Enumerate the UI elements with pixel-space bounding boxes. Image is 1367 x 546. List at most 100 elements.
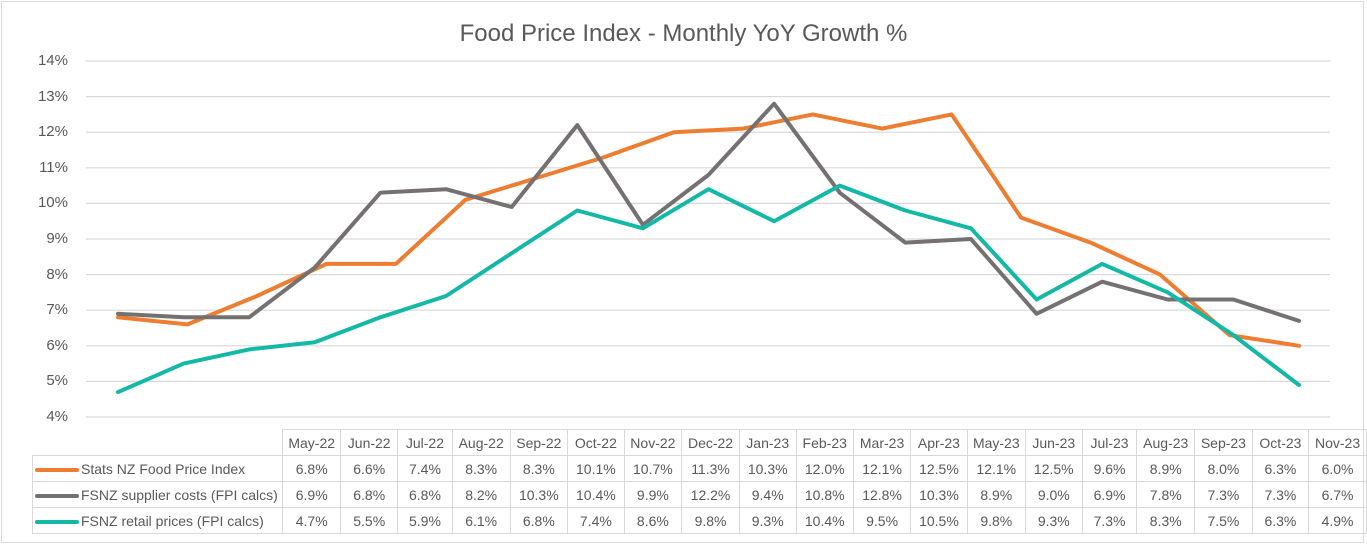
data-label: 7.5% <box>1194 507 1253 534</box>
y-tick-label: 8% <box>46 265 68 283</box>
legend-label: Stats NZ Food Price Index <box>81 460 246 477</box>
data-label: 7.8% <box>1136 481 1196 508</box>
series-line-1 <box>116 101 1301 323</box>
series-line-2 <box>116 183 1301 395</box>
data-label: 6.8% <box>340 481 399 508</box>
table-row: FSNZ supplier costs (FPI calcs) 6.9% 6.8% 6… <box>31 481 1367 508</box>
data-label: 10.8% <box>795 481 854 508</box>
x-category-label: Aug-22 <box>451 429 511 456</box>
x-category-label: May-23 <box>966 429 1026 456</box>
data-label: 8.2% <box>451 481 511 508</box>
data-label: 10.4% <box>567 481 625 508</box>
x-category-label: Jan-23 <box>738 429 797 456</box>
data-label: 8.0% <box>1194 455 1253 482</box>
legend-entry: Stats NZ Food Price Index <box>31 455 284 482</box>
data-label: 10.1% <box>567 455 625 482</box>
y-tick-label: 11% <box>39 158 68 176</box>
data-label: 12.5% <box>1024 455 1083 482</box>
series-line-0 <box>116 112 1301 348</box>
table-row: FSNZ retail prices (FPI calcs) 4.7% 5.5% 5.… <box>31 507 1367 534</box>
data-label: 8.3% <box>509 455 569 482</box>
x-category-label: Jun-23 <box>1024 429 1083 456</box>
data-label: 6.1% <box>451 507 511 534</box>
data-label: 5.5% <box>340 507 399 534</box>
data-label: 12.0% <box>795 455 854 482</box>
x-category-label: Feb-23 <box>795 429 854 456</box>
data-label: 4.9% <box>1308 507 1367 534</box>
data-label: 6.8% <box>509 507 569 534</box>
chart-title: Food Price Index - Monthly YoY Growth % <box>459 20 908 47</box>
data-label: 6.6% <box>340 455 399 482</box>
x-category-label: Nov-23 <box>1308 429 1367 456</box>
data-label: 7.3% <box>1251 481 1310 508</box>
data-label: 6.9% <box>282 481 342 508</box>
y-tick-label: 7% <box>46 301 68 319</box>
data-label: 12.8% <box>852 481 912 508</box>
legend-entry: FSNZ retail prices (FPI calcs) <box>31 507 284 534</box>
data-label: 6.3% <box>1251 455 1310 482</box>
data-label: 9.0% <box>1024 481 1083 508</box>
y-tick-label: 4% <box>46 408 68 425</box>
x-category-label: May-22 <box>282 429 342 456</box>
y-tick-label: 12% <box>37 123 68 141</box>
x-category-label: Apr-23 <box>910 429 968 456</box>
data-label: 8.9% <box>1136 455 1196 482</box>
x-category-label: Dec-22 <box>681 429 740 456</box>
data-label: 8.6% <box>623 507 683 534</box>
legend-label: FSNZ supplier costs (FPI calcs) <box>81 486 278 503</box>
x-category-label: Oct-22 <box>567 429 625 456</box>
data-label: 10.3% <box>509 481 569 508</box>
y-tick-label: 5% <box>46 372 68 390</box>
data-label: 6.8% <box>397 481 453 508</box>
data-label: 8.3% <box>451 455 511 482</box>
data-label: 12.1% <box>966 455 1026 482</box>
data-label: 10.5% <box>910 507 968 534</box>
y-tick-label: 9% <box>46 230 68 247</box>
table-row: Stats NZ Food Price Index 6.8% 6.6% 7.4% 8.3… <box>31 455 1367 482</box>
x-category-label: Oct-23 <box>1251 429 1310 456</box>
x-category-label: Jun-22 <box>340 429 399 456</box>
data-label: 6.0% <box>1308 455 1367 482</box>
data-label: 7.4% <box>567 507 625 534</box>
legend-entry: FSNZ supplier costs (FPI calcs) <box>31 481 284 508</box>
x-category-label: Sep-22 <box>509 429 569 456</box>
data-label: 9.3% <box>738 507 797 534</box>
data-label: 7.3% <box>1081 507 1138 534</box>
header-blank <box>32 429 283 456</box>
legend-key-icon <box>35 467 79 472</box>
y-tick-label: 6% <box>46 336 68 354</box>
data-label: 6.7% <box>1308 481 1367 508</box>
data-label: 9.8% <box>681 507 740 534</box>
legend-label: FSNZ retail prices (FPI calcs) <box>81 512 264 529</box>
data-label: 6.3% <box>1251 507 1310 534</box>
data-label: 8.9% <box>966 481 1026 508</box>
x-category-label: Sep-23 <box>1194 429 1253 456</box>
legend-key-icon <box>35 519 79 524</box>
x-category-label: Nov-22 <box>623 429 683 456</box>
x-category-label: Jul-23 <box>1081 429 1138 456</box>
data-label: 12.1% <box>852 455 912 482</box>
data-label: 10.4% <box>795 507 854 534</box>
data-label: 12.5% <box>910 455 968 482</box>
data-label: 8.3% <box>1136 507 1196 534</box>
data-label: 9.6% <box>1081 455 1138 482</box>
x-category-label: Jul-22 <box>397 429 453 456</box>
data-label: 7.3% <box>1194 481 1253 508</box>
data-label: 4.7% <box>282 507 342 534</box>
data-label: 9.4% <box>738 481 797 508</box>
data-label: 9.9% <box>623 481 683 508</box>
y-tick-label: 13% <box>37 87 68 105</box>
y-tick-label: 10% <box>37 194 68 212</box>
x-category-label: Aug-23 <box>1136 429 1196 456</box>
data-label: 5.9% <box>397 507 453 534</box>
y-tick-label: 14% <box>37 52 68 69</box>
data-label: 6.9% <box>1081 481 1138 508</box>
data-label: 9.5% <box>852 507 912 534</box>
data-label: 12.2% <box>681 481 740 508</box>
x-category-label: Mar-23 <box>852 429 912 456</box>
data-label: 7.4% <box>397 455 453 482</box>
data-label: 9.3% <box>1024 507 1083 534</box>
data-label: 10.3% <box>910 481 968 508</box>
